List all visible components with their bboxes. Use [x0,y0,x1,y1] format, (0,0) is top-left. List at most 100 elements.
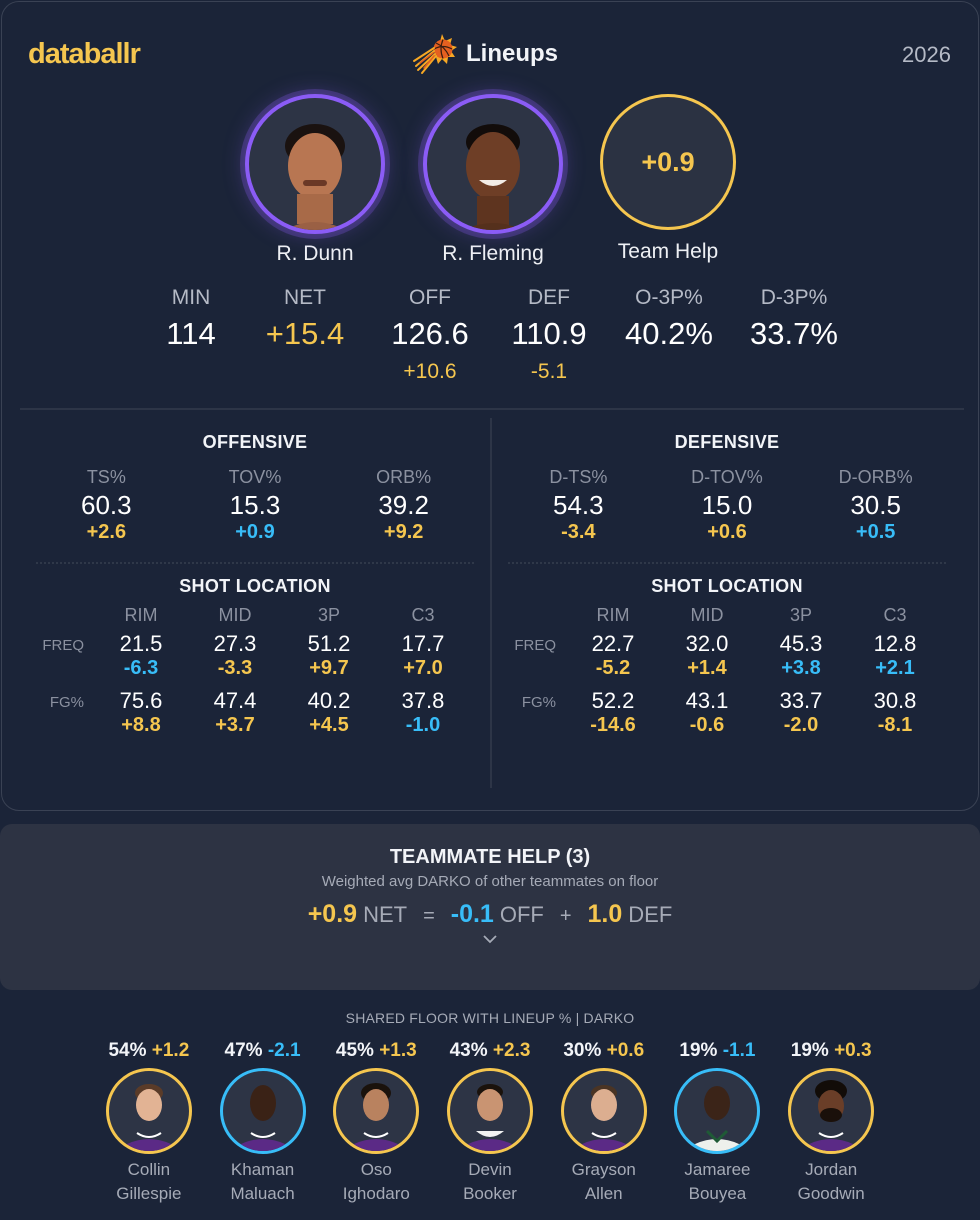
darko-value: +1.3 [379,1040,417,1061]
lineup-card: databallr Lineups 2026 R. Dunn [1,1,979,811]
teammate-name: Grayson Allen [571,1160,636,1203]
teammate-headshot-icon [797,1080,866,1151]
player-avatar[interactable] [423,94,563,234]
table-cell: 45.3 +3.8 [779,631,823,679]
shared-pct: 19% [790,1040,829,1061]
player-card[interactable]: R. Fleming [413,94,573,266]
stat-value: 30.5 [850,490,901,520]
teammate-item[interactable]: 47% -2.1 Khaman Maluach [206,1040,320,1206]
shared-pct: 43% [449,1040,488,1061]
stat-delta: -3.4 [561,521,596,543]
teammate-help-panel[interactable]: TEAMMATE HELP (3) Weighted avg DARKO of … [0,824,980,990]
column-header: RIM [596,605,630,625]
summary-delta: -5.1 [530,360,568,383]
teammate-headshot-icon [114,1084,183,1151]
section-title: SHOT LOCATION [651,576,803,596]
section-title: SHOT LOCATION [179,576,331,596]
four-factors-defense: D-TS% 54.3 -3.4 D-TOV% 15.0 +0.6 D-ORB% … [492,467,962,544]
table-cell: 37.8 -1.0 [401,688,445,736]
summary-value: 40.2% [625,316,713,351]
table-cell: 43.1 -0.6 [685,688,729,736]
player-card[interactable]: R. Dunn [235,94,395,266]
stat-label: D-ORB% [838,467,913,487]
teammate-avatar[interactable] [674,1068,761,1154]
teammate-help-subtitle: Weighted avg DARKO of other teammates on… [321,873,659,890]
teammate-item[interactable]: 19% +0.3 Jordan Goodwin [774,1040,888,1206]
darko-value: +2.3 [492,1040,531,1061]
summary-label: NET [284,286,326,309]
team-help-label: Team Help [617,240,719,263]
summary-value: 114 [166,316,216,351]
row-label: FG% [521,694,556,711]
equals-sign: = [423,905,435,927]
darko-value: +0.6 [606,1040,645,1061]
row-label: FREQ [42,637,84,654]
teammate-avatar[interactable] [788,1068,875,1154]
stat-orb: ORB% 39.2 +9.2 [344,467,464,544]
row-label: FREQ [514,637,556,654]
teammate-avatar[interactable] [560,1068,647,1154]
player-name: R. Dunn [276,242,354,265]
teammate-item[interactable]: 43% +2.3 Devin Booker [433,1040,547,1206]
column-header: MID [690,605,724,625]
shared-pct: 54% [108,1040,147,1061]
page-title: Lineups [466,40,559,67]
expand-button[interactable] [0,931,980,949]
table-cell: 40.2 +4.5 [307,688,351,736]
player-headshot-icon [284,124,346,230]
brand-logo[interactable]: databallr [28,38,141,70]
stat-dtov: D-TOV% 15.0 +0.6 [667,467,787,544]
summary-value: 126.6 [391,316,469,351]
summary-value: 33.7% [750,316,838,351]
summary-label: D-3P% [760,286,828,309]
summary-delta [730,360,858,384]
teammate-list: 54% +1.2 Collin Gillespie 47% -2.1 Khaman… [92,1040,888,1206]
team-help-badge[interactable]: +0.9 [600,94,736,230]
season-label[interactable]: 2026 [902,42,951,67]
summary-min: MIN 114 [142,286,240,384]
column-header: C3 [883,605,907,625]
teammate-headshot-icon [683,1086,752,1151]
column-header: RIM [124,605,158,625]
table-cell: 52.2 -14.6 [590,688,636,736]
summary-off: OFF 126.6 +10.6 [370,286,490,384]
teammate-avatar[interactable] [219,1068,306,1154]
darko-value: +1.2 [151,1040,190,1061]
table-cell: 22.7 -5.2 [591,631,635,679]
teammate-avatar[interactable] [333,1068,420,1154]
row-label: FG% [49,694,84,711]
team-help-card[interactable]: +0.9 Team Help [588,94,748,264]
summary-label: O-3P% [635,286,703,309]
teammate-item[interactable]: 30% +0.6 Grayson Allen [547,1040,661,1206]
teammate-item[interactable]: 54% +1.2 Collin Gillespie [92,1040,206,1206]
dotted-divider [508,562,946,564]
player-avatar[interactable] [245,94,385,234]
summary-o3p: O-3P% 40.2% [608,286,730,384]
teammate-item[interactable]: 45% +1.3 Oso Ighodaro [319,1040,433,1206]
teammate-name: Oso Ighodaro [342,1160,410,1203]
defensive-panel: DEFENSIVE D-TS% 54.3 -3.4 D-TOV% 15.0 +0… [492,432,962,737]
summary-label: MIN [171,286,211,309]
player-name: R. Fleming [442,242,544,265]
table-cell: 75.6 +8.8 [119,688,163,736]
teammate-item[interactable]: 19% -1.1 Jamaree Bouyea [661,1040,775,1206]
dotted-divider [36,562,474,564]
section-title: OFFENSIVE [202,432,308,452]
stat-label: D-TOV% [691,467,763,487]
teammate-avatar[interactable] [105,1068,192,1154]
off-value: -0.1 [450,900,494,928]
stat-delta: +0.9 [235,521,275,543]
stat-value: 15.0 [701,490,753,520]
team-help-value: +0.9 [641,146,695,177]
stat-value: 39.2 [378,490,429,520]
teammate-headshot-icon [342,1083,411,1151]
column-header: C3 [411,605,435,625]
stat-value: 54.3 [553,490,604,520]
chevron-down-icon [483,935,497,944]
stat-value: 60.3 [81,490,132,520]
teammate-avatar[interactable] [447,1068,534,1154]
net-value: +0.9 [307,900,358,928]
page-header: Lineups [412,32,558,76]
player-headshot-icon [463,124,523,230]
table-cell: 30.8 -8.1 [873,688,917,736]
